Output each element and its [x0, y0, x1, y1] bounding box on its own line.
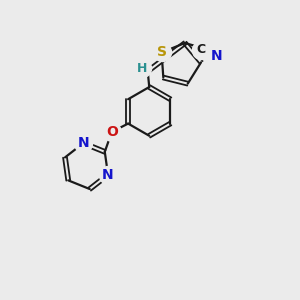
Text: N: N: [210, 50, 222, 63]
Text: H: H: [137, 62, 148, 75]
Text: C: C: [197, 43, 206, 56]
Text: N: N: [102, 168, 114, 182]
Text: O: O: [106, 125, 118, 139]
Text: S: S: [157, 46, 166, 59]
Text: N: N: [77, 136, 89, 150]
